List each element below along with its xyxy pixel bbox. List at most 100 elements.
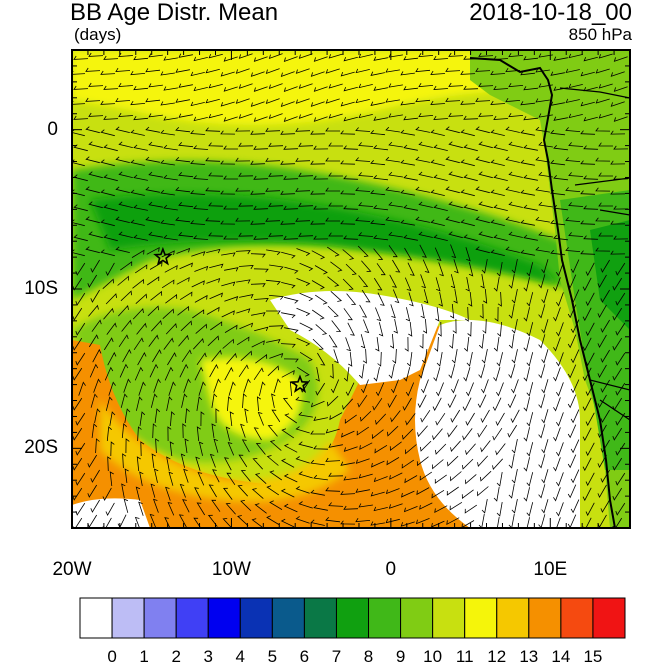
wind-barb bbox=[205, 187, 221, 192]
wind-barb bbox=[163, 86, 178, 91]
wind-barb bbox=[179, 291, 193, 301]
wind-barb bbox=[328, 172, 343, 177]
wind-barb bbox=[595, 187, 611, 192]
wind-barb bbox=[250, 220, 266, 225]
wind-barb bbox=[342, 278, 354, 290]
wind-barb bbox=[490, 219, 505, 226]
wind-barb bbox=[283, 235, 299, 240]
wind-barb bbox=[72, 219, 85, 227]
wind-barb bbox=[345, 337, 352, 352]
wind-barb bbox=[550, 71, 565, 76]
wind-barb bbox=[585, 472, 595, 487]
colorbar-swatch bbox=[271, 597, 305, 639]
wind-barb bbox=[289, 381, 294, 397]
wind-barb bbox=[523, 277, 530, 292]
wind-barb bbox=[373, 116, 388, 121]
wind-barb bbox=[496, 472, 503, 487]
wind-barb bbox=[210, 321, 223, 331]
wind-barb bbox=[224, 296, 239, 302]
wind-barb bbox=[508, 364, 516, 379]
wind-barb bbox=[192, 309, 205, 319]
wind-barb bbox=[170, 411, 175, 427]
wind-barb bbox=[265, 68, 280, 75]
wind-barb bbox=[612, 367, 623, 381]
wind-barb bbox=[430, 100, 446, 105]
wind-barb bbox=[585, 442, 595, 457]
wind-barb bbox=[448, 201, 463, 209]
wind-barb bbox=[164, 517, 171, 528]
wind-barb bbox=[460, 159, 475, 167]
wind-barb bbox=[448, 171, 463, 179]
wind-barb bbox=[298, 83, 313, 89]
wind-barb bbox=[326, 246, 340, 257]
wind-barb bbox=[555, 292, 564, 307]
colorbar-swatch bbox=[79, 597, 113, 639]
wind-barb bbox=[296, 307, 311, 317]
wind-barb bbox=[238, 202, 254, 207]
wind-barb bbox=[567, 334, 577, 349]
colorbar-label: 9 bbox=[395, 647, 406, 666]
wind-barb bbox=[209, 263, 224, 269]
wind-barb bbox=[310, 190, 326, 195]
wind-barb bbox=[419, 333, 424, 349]
wind-barb bbox=[298, 232, 314, 237]
wind-barb bbox=[75, 292, 86, 306]
wind-barb bbox=[403, 204, 418, 211]
wind-barb bbox=[205, 127, 221, 132]
wind-barb bbox=[582, 457, 592, 472]
wind-barb bbox=[193, 175, 209, 180]
wind-barb bbox=[313, 504, 328, 511]
wind-barb bbox=[175, 98, 190, 103]
wind-barb bbox=[85, 156, 100, 164]
colorbar-swatch bbox=[400, 597, 434, 639]
colorbar-swatch bbox=[560, 597, 594, 639]
wind-barb bbox=[541, 259, 549, 274]
wind-barb bbox=[417, 394, 427, 409]
wind-barb bbox=[445, 97, 461, 102]
wind-barb bbox=[478, 112, 494, 117]
wind-barb bbox=[595, 247, 611, 252]
wind-barb bbox=[445, 126, 460, 134]
wind-barb bbox=[492, 458, 503, 471]
wind-barb bbox=[598, 142, 613, 147]
wind-barb bbox=[568, 113, 583, 119]
wind-barb bbox=[523, 307, 530, 322]
wind-barb bbox=[375, 382, 385, 397]
wind-barb bbox=[200, 411, 205, 427]
wind-barb bbox=[359, 304, 368, 318]
wind-barb bbox=[400, 189, 415, 196]
wind-barb bbox=[403, 56, 419, 61]
wind-barb bbox=[526, 262, 534, 277]
wind-barb bbox=[370, 521, 385, 526]
wind-barb bbox=[390, 304, 396, 319]
wind-barb bbox=[418, 201, 433, 208]
wind-barb bbox=[85, 186, 100, 194]
wind-barb bbox=[223, 205, 238, 210]
wind-barb bbox=[505, 216, 520, 223]
wind-barb bbox=[118, 231, 133, 238]
colorbar-label: 0 bbox=[107, 647, 117, 666]
wind-barb bbox=[178, 142, 194, 148]
star-marker bbox=[290, 374, 310, 393]
wind-barb bbox=[190, 160, 206, 165]
wind-barb bbox=[325, 517, 341, 523]
wind-barb bbox=[163, 56, 178, 61]
wind-barb bbox=[418, 231, 433, 238]
wind-barb bbox=[358, 202, 374, 207]
wind-barb bbox=[389, 274, 398, 288]
wind-barb bbox=[481, 499, 488, 514]
colorbar-label: 4 bbox=[235, 647, 246, 666]
wind-barb bbox=[385, 126, 400, 133]
wind-barb bbox=[208, 83, 223, 89]
wind-barb bbox=[280, 220, 296, 225]
wind-barb bbox=[73, 234, 88, 242]
wind-barb bbox=[582, 337, 592, 352]
wind-barb bbox=[328, 472, 344, 477]
wind-barb bbox=[175, 127, 191, 133]
wind-barb bbox=[251, 312, 266, 317]
wind-barb bbox=[505, 156, 520, 163]
wind-barb bbox=[400, 101, 415, 106]
wind-barb bbox=[168, 471, 174, 486]
wind-barb bbox=[505, 97, 521, 103]
wind-barb bbox=[520, 249, 535, 256]
